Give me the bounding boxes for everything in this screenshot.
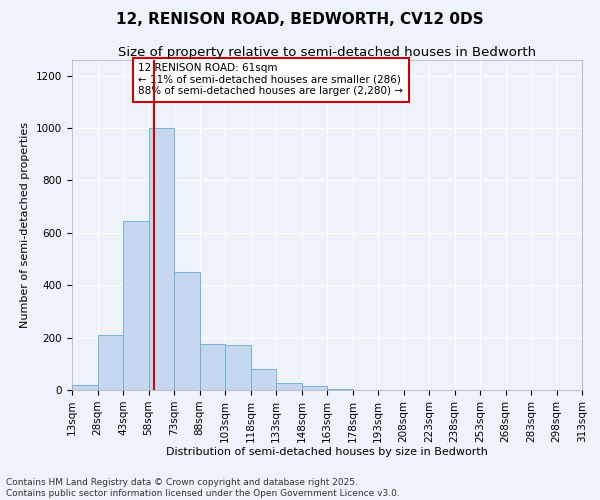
Bar [72,385,97,390]
Y-axis label: Number of semi-detached properties: Number of semi-detached properties [20,122,31,328]
Bar [123,221,149,390]
Text: 12, RENISON ROAD, BEDWORTH, CV12 0DS: 12, RENISON ROAD, BEDWORTH, CV12 0DS [116,12,484,28]
Bar [174,272,199,390]
Bar [276,384,302,390]
Text: Contains HM Land Registry data © Crown copyright and database right 2025.
Contai: Contains HM Land Registry data © Crown c… [6,478,400,498]
Bar [327,388,353,390]
Text: 12 RENISON ROAD: 61sqm
← 11% of semi-detached houses are smaller (286)
88% of se: 12 RENISON ROAD: 61sqm ← 11% of semi-det… [139,64,403,96]
Bar [225,346,251,390]
Bar [97,335,123,390]
Bar [149,128,174,390]
Title: Size of property relative to semi-detached houses in Bedworth: Size of property relative to semi-detach… [118,46,536,59]
X-axis label: Distribution of semi-detached houses by size in Bedworth: Distribution of semi-detached houses by … [166,448,488,458]
Bar [251,369,276,390]
Bar [200,344,225,390]
Bar [302,386,327,390]
